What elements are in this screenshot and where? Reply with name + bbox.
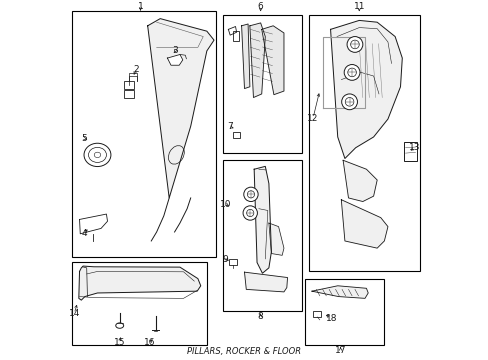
Polygon shape bbox=[167, 54, 183, 65]
Text: 1: 1 bbox=[137, 2, 143, 11]
Text: 10: 10 bbox=[219, 199, 231, 208]
Polygon shape bbox=[228, 27, 236, 35]
Circle shape bbox=[344, 64, 359, 80]
Polygon shape bbox=[330, 21, 402, 158]
Bar bbox=[223, 15, 301, 153]
Text: PILLARS, ROCKER & FLOOR: PILLARS, ROCKER & FLOOR bbox=[187, 347, 301, 356]
Text: 4: 4 bbox=[81, 229, 87, 238]
Circle shape bbox=[244, 187, 258, 202]
Polygon shape bbox=[343, 160, 376, 202]
Circle shape bbox=[346, 37, 362, 52]
Text: 5: 5 bbox=[81, 134, 87, 143]
Polygon shape bbox=[147, 19, 214, 198]
Text: 6: 6 bbox=[257, 2, 263, 11]
Text: 17: 17 bbox=[334, 346, 346, 355]
Polygon shape bbox=[244, 272, 287, 292]
Text: 8: 8 bbox=[257, 312, 263, 321]
Text: 3: 3 bbox=[172, 46, 178, 55]
Bar bbox=[305, 279, 384, 345]
Bar bbox=[72, 12, 215, 257]
Polygon shape bbox=[261, 26, 284, 95]
Text: 9: 9 bbox=[222, 256, 228, 265]
Text: 13: 13 bbox=[408, 143, 420, 152]
Circle shape bbox=[341, 94, 357, 110]
Bar bbox=[403, 141, 416, 161]
Ellipse shape bbox=[84, 143, 111, 167]
Text: 2: 2 bbox=[133, 65, 139, 74]
Bar bbox=[233, 132, 240, 138]
Bar bbox=[123, 81, 134, 89]
Text: 15: 15 bbox=[114, 338, 125, 347]
Text: 7: 7 bbox=[227, 122, 233, 131]
Ellipse shape bbox=[116, 323, 123, 328]
Bar bbox=[72, 262, 206, 345]
Text: 11: 11 bbox=[353, 2, 364, 11]
Polygon shape bbox=[80, 214, 107, 234]
Circle shape bbox=[243, 206, 257, 220]
Polygon shape bbox=[268, 223, 284, 255]
Bar bbox=[313, 311, 321, 317]
Text: 16: 16 bbox=[144, 338, 156, 347]
Polygon shape bbox=[311, 286, 367, 298]
Polygon shape bbox=[241, 24, 249, 89]
Text: 18: 18 bbox=[325, 314, 336, 323]
Bar bbox=[229, 259, 237, 265]
Polygon shape bbox=[254, 166, 271, 273]
Polygon shape bbox=[249, 23, 265, 98]
Bar bbox=[223, 160, 301, 311]
Polygon shape bbox=[341, 200, 387, 248]
Bar bbox=[123, 90, 134, 98]
Text: 14: 14 bbox=[68, 309, 80, 318]
Bar bbox=[308, 15, 419, 271]
Bar bbox=[233, 31, 239, 41]
Polygon shape bbox=[79, 266, 201, 300]
Text: 12: 12 bbox=[306, 114, 318, 123]
